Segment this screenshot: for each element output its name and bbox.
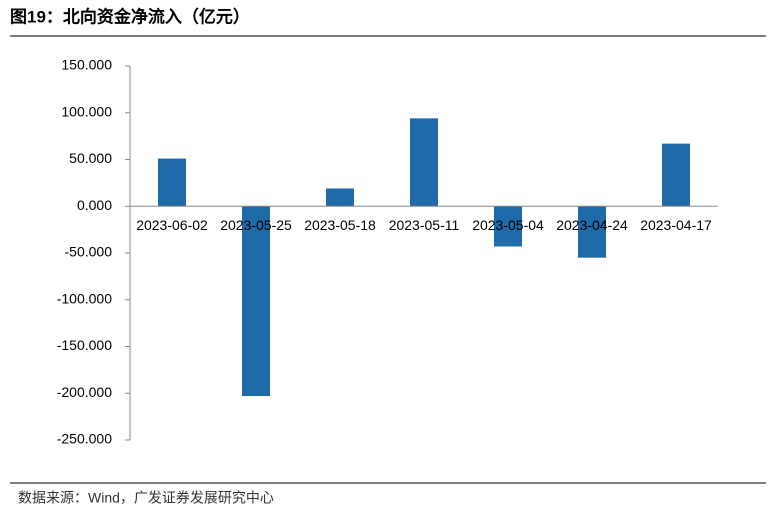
bar xyxy=(578,206,606,258)
y-tick-label: -250.000 xyxy=(57,431,112,447)
x-tick-label: 2023-04-24 xyxy=(556,217,628,233)
bar xyxy=(662,143,690,207)
source-note: 数据来源：Wind，广发证券发展研究中心 xyxy=(18,490,274,506)
x-tick-label: 2023-05-25 xyxy=(220,217,292,233)
x-tick-label: 2023-05-04 xyxy=(472,217,544,233)
x-tick-label: 2023-06-02 xyxy=(136,217,208,233)
bar xyxy=(410,118,438,207)
y-tick-label: -200.000 xyxy=(57,384,112,400)
y-tick-label: 0.000 xyxy=(77,197,112,213)
chart-title: 图19：北向资金净流入（亿元） xyxy=(10,6,250,26)
x-tick-label: 2023-05-18 xyxy=(304,217,376,233)
x-tick-label: 2023-04-17 xyxy=(640,217,712,233)
bar xyxy=(242,206,270,397)
bar xyxy=(158,158,186,207)
y-tick-label: -50.000 xyxy=(65,244,113,260)
x-tick-label: 2023-05-11 xyxy=(389,217,460,233)
y-tick-label: 100.000 xyxy=(61,103,112,119)
bar xyxy=(326,188,354,207)
y-tick-label: -100.000 xyxy=(57,290,112,306)
y-tick-label: -150.000 xyxy=(57,337,112,353)
y-tick-label: 50.000 xyxy=(69,150,112,166)
y-tick-label: 150.000 xyxy=(61,57,112,73)
bar xyxy=(494,206,522,247)
